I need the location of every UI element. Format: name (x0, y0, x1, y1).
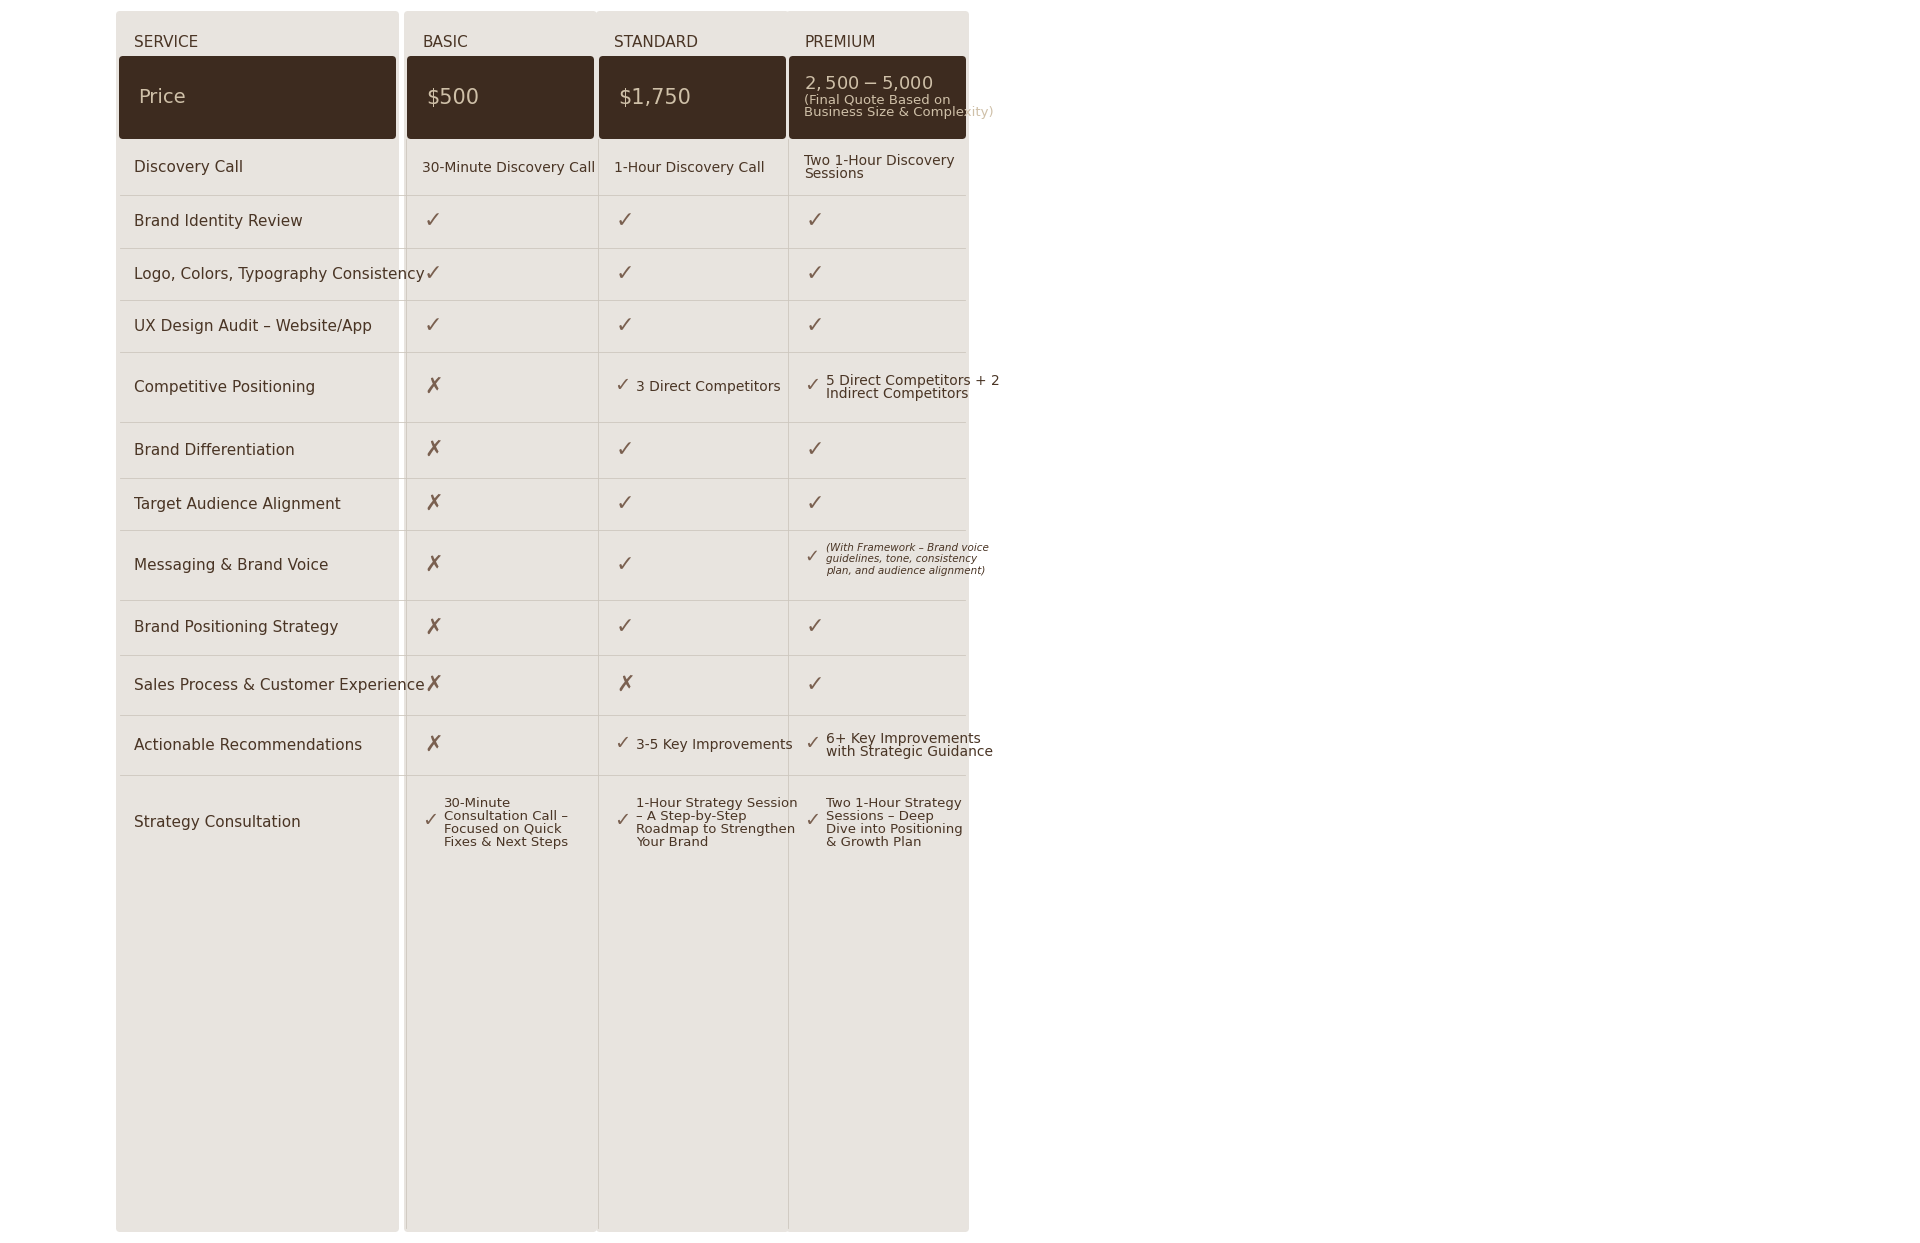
Text: Focused on Quick: Focused on Quick (444, 823, 563, 835)
Text: with Strategic Guidance: with Strategic Guidance (826, 745, 993, 758)
Text: Sessions: Sessions (804, 167, 864, 181)
Text: Fixes & Next Steps: Fixes & Next Steps (444, 835, 568, 849)
Text: ✓: ✓ (806, 493, 824, 515)
Text: ✓: ✓ (614, 733, 630, 752)
Text: Sales Process & Customer Experience: Sales Process & Customer Experience (134, 677, 424, 692)
Text: Dive into Positioning: Dive into Positioning (826, 823, 962, 835)
Text: – A Step-by-Step: – A Step-by-Step (636, 809, 747, 823)
Text: Two 1-Hour Strategy: Two 1-Hour Strategy (826, 797, 962, 809)
Text: Sessions – Deep: Sessions – Deep (826, 809, 933, 823)
Text: 1-Hour Strategy Session: 1-Hour Strategy Session (636, 797, 797, 809)
Text: ✓: ✓ (804, 375, 820, 394)
Text: 30-Minute Discovery Call: 30-Minute Discovery Call (422, 160, 595, 174)
Text: 3 Direct Competitors: 3 Direct Competitors (636, 380, 781, 394)
Text: ✓: ✓ (424, 316, 444, 336)
FancyBboxPatch shape (115, 11, 399, 1232)
Text: ✗: ✗ (424, 377, 444, 397)
Text: guidelines, tone, consistency: guidelines, tone, consistency (826, 554, 977, 564)
Text: ✓: ✓ (806, 675, 824, 695)
FancyBboxPatch shape (119, 56, 396, 139)
Text: $500: $500 (426, 87, 478, 107)
FancyBboxPatch shape (789, 56, 966, 139)
FancyBboxPatch shape (595, 11, 789, 1232)
Text: ✓: ✓ (616, 211, 636, 231)
Text: Messaging & Brand Voice: Messaging & Brand Voice (134, 558, 328, 573)
Text: ✗: ✗ (424, 735, 444, 755)
Text: 1-Hour Discovery Call: 1-Hour Discovery Call (614, 160, 764, 174)
Text: ✓: ✓ (616, 493, 636, 515)
Text: ✓: ✓ (616, 556, 636, 576)
Text: ✓: ✓ (614, 810, 630, 830)
Text: Two 1-Hour Discovery: Two 1-Hour Discovery (804, 154, 954, 168)
Text: UX Design Audit – Website/App: UX Design Audit – Website/App (134, 318, 372, 333)
FancyBboxPatch shape (403, 11, 597, 1232)
Text: ✓: ✓ (806, 211, 824, 231)
Text: plan, and audience alignment): plan, and audience alignment) (826, 566, 985, 576)
Text: Discovery Call: Discovery Call (134, 160, 244, 175)
Text: SERVICE: SERVICE (134, 35, 198, 50)
Text: ✗: ✗ (424, 493, 444, 515)
Text: ✗: ✗ (424, 675, 444, 695)
Text: ✓: ✓ (804, 810, 820, 830)
Text: (With Framework – Brand voice: (With Framework – Brand voice (826, 542, 989, 552)
Text: ✗: ✗ (616, 675, 636, 695)
Text: Price: Price (138, 88, 186, 107)
Text: 3-5 Key Improvements: 3-5 Key Improvements (636, 738, 793, 752)
Text: BASIC: BASIC (422, 35, 468, 50)
Text: ✓: ✓ (616, 264, 636, 283)
Text: ✓: ✓ (804, 733, 820, 752)
FancyBboxPatch shape (407, 56, 593, 139)
Text: & Growth Plan: & Growth Plan (826, 835, 922, 849)
Text: Consultation Call –: Consultation Call – (444, 809, 568, 823)
Text: Brand Positioning Strategy: Brand Positioning Strategy (134, 620, 338, 635)
Text: Strategy Consultation: Strategy Consultation (134, 815, 301, 830)
Text: ✓: ✓ (806, 316, 824, 336)
Text: ✓: ✓ (806, 440, 824, 460)
Text: Business Size & Complexity): Business Size & Complexity) (804, 106, 995, 119)
Text: Target Audience Alignment: Target Audience Alignment (134, 496, 340, 512)
FancyBboxPatch shape (785, 11, 970, 1232)
FancyBboxPatch shape (599, 56, 785, 139)
Text: ✓: ✓ (424, 264, 444, 283)
Text: ✗: ✗ (424, 556, 444, 576)
Text: PREMIUM: PREMIUM (804, 35, 876, 50)
Text: ✓: ✓ (614, 375, 630, 394)
Text: ✓: ✓ (424, 211, 444, 231)
Text: ✓: ✓ (806, 618, 824, 638)
Text: Logo, Colors, Typography Consistency: Logo, Colors, Typography Consistency (134, 266, 424, 281)
Text: Indirect Competitors: Indirect Competitors (826, 387, 968, 400)
Text: $2,500 - $5,000: $2,500 - $5,000 (804, 75, 933, 93)
Text: Actionable Recommendations: Actionable Recommendations (134, 737, 363, 752)
Text: Competitive Positioning: Competitive Positioning (134, 379, 315, 394)
Text: $1,750: $1,750 (618, 87, 691, 107)
Text: ✗: ✗ (424, 440, 444, 460)
Text: ✓: ✓ (804, 548, 820, 566)
Text: Brand Identity Review: Brand Identity Review (134, 214, 303, 229)
Text: 30-Minute: 30-Minute (444, 797, 511, 809)
Text: ✓: ✓ (616, 618, 636, 638)
Text: 5 Direct Competitors + 2: 5 Direct Competitors + 2 (826, 373, 1000, 388)
Text: ✓: ✓ (422, 810, 438, 830)
Text: ✓: ✓ (616, 316, 636, 336)
Text: Your Brand: Your Brand (636, 835, 708, 849)
Text: ✓: ✓ (806, 264, 824, 283)
Text: STANDARD: STANDARD (614, 35, 699, 50)
Text: (Final Quote Based on: (Final Quote Based on (804, 93, 950, 106)
Text: 6+ Key Improvements: 6+ Key Improvements (826, 731, 981, 746)
Text: Roadmap to Strengthen: Roadmap to Strengthen (636, 823, 795, 835)
Text: Brand Differentiation: Brand Differentiation (134, 443, 296, 457)
Text: ✗: ✗ (424, 618, 444, 638)
Text: ✓: ✓ (616, 440, 636, 460)
